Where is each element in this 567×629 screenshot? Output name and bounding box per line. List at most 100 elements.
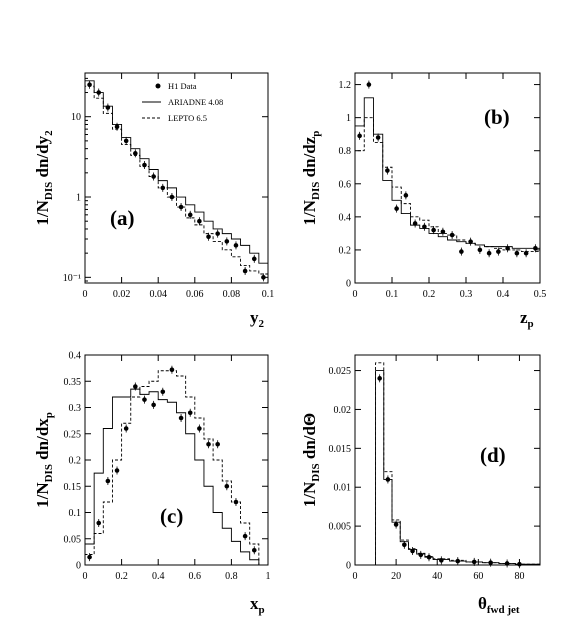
panel-c-data-point [96,520,102,526]
panel-d-ytick-label: 0 [346,561,351,572]
panel-b-data-point [385,168,390,173]
panel-d-data-point [418,552,424,558]
panel-c-data-point [133,384,138,389]
panel-b-ytick-label: 0 [346,279,351,290]
panel-c-data-point [187,410,193,416]
panel-a-data-point [242,268,248,274]
panel-d-ytick-label: 0.01 [334,483,352,494]
panel-a-xtick-label: 0.06 [186,289,204,300]
panel-a-data-point [233,243,239,248]
panel-c-data-point [178,415,184,421]
panel-d-series-ariadne [375,370,540,565]
panel-c-series-ariadne [84,388,268,566]
panel-b-data-point [412,221,418,226]
legend-label-lepto: LEPTO 6.5 [168,113,207,123]
panel-d-data-point [504,561,510,566]
panel-b-ylabel: 1/NDIS dn/dzp [300,131,322,226]
panel-a-data-point [114,124,120,130]
panel-b-data-point [459,249,464,254]
panel-c-label: (c) [160,504,183,528]
panel-a-xtick-label: 0.08 [223,289,241,300]
legend-label-ariadne: ARIADNE 4.08 [168,97,223,107]
panel-a: 0 0.02 0.04 0.06 0.08 0.1 10⁻¹ 1 10 1/NDIS dn/dy… [33,72,275,330]
panel-a-data-point [169,194,175,200]
panel-b-data-point [440,229,446,235]
panel-a-series-ariadne [84,80,268,283]
panel-d-series-lepto [375,362,540,565]
panel-d-label: (d) [480,443,506,467]
panel-a-data-point [96,90,102,95]
panel-c-ytick-label: 0.15 [64,482,82,493]
panel-c: 0 0.2 0.4 0.6 0.8 1 0 0.05 0.1 0.15 0.2 0.25 0.3 0.35… [33,351,271,617]
panel-c-ytick-label: 0.25 [64,429,82,440]
panel-c-ytick-label: 0.05 [64,534,82,545]
panel-d-data-point [385,477,391,482]
panel-b-xtick-label: 0.3 [460,289,473,300]
panel-d-xtick-label: 60 [473,571,483,582]
panel-b-xtick-label: 0.1 [386,289,399,300]
panel-a-xlabel: y2 [250,308,265,330]
panel-c-data-point [123,426,129,431]
panel-b-data-point [468,239,473,244]
panel-b-plot-area: 0 0.1 0.2 0.3 0.4 0.5 0 0.2 0.4 0.6 0.8 1 1.2 [339,73,546,300]
panel-b-label: (b) [484,105,510,129]
panel-d-data-point [439,558,444,563]
panel-b-data-point [496,249,501,254]
panel-a-plot-area: 0 0.02 0.04 0.06 0.08 0.1 10⁻¹ 1 10 [63,73,275,300]
panel-c-ytick-label: 0.35 [64,377,82,388]
panel-d: 0 20 40 60 80 0 0.005 0.01 0.015 0.02 0.025 1/NDIS… [300,354,541,616]
panel-c-data-point [114,468,120,473]
panel-c-data-point [151,402,156,408]
panel-b-data-point [449,232,455,238]
panel-b-data-point [375,135,381,140]
panel-c-data-point [105,478,111,484]
panel-a-xtick-label: 0.04 [149,289,167,300]
panel-d-data-point [377,376,382,381]
panel-a-xtick-label: 0.02 [113,289,131,300]
panel-b-series-lepto [354,117,540,283]
panel-d-ytick-label: 0.02 [334,405,352,416]
panel-a-xtick-label: 0 [83,289,88,300]
panel-c-xtick-label: 0 [83,571,88,582]
panel-a-xtick-label: 0.1 [262,289,275,300]
panel-a-data-point [142,162,147,168]
panel-a-ytick-label: 10 [71,112,81,123]
panel-d-data-point [455,558,461,564]
panel-c-data-point [87,554,92,560]
panel-c-data-point [160,389,166,395]
panel-d-xtick-label: 40 [432,571,442,582]
panel-d-ytick-label: 0.015 [329,444,352,455]
panel-a-data-point [206,234,211,240]
panel-b-xtick-label: 0.4 [497,289,510,300]
panel-c-xtick-label: 0.4 [152,571,165,582]
panel-c-data-point [169,367,175,373]
panel-b-ytick-label: 0.8 [339,146,352,157]
panel-b-xlabel: zp [520,308,534,330]
panel-a-ylabel: 1/NDIS dn/dy2 [33,130,55,226]
panel-b-ytick-label: 0.4 [339,212,352,223]
panel-d-ylabel: 1/NDIS dn/dΘ [300,413,322,507]
panel-b-ytick-label: 0.2 [339,245,352,256]
legend-marker-data [155,83,161,89]
panel-c-xtick-label: 0.2 [115,571,128,582]
panel-d-plot-area: 0 20 40 60 80 0 0.005 0.01 0.015 0.02 0.025 [329,355,540,582]
panel-d-xtick-label: 20 [391,571,401,582]
panel-b-ytick-label: 1 [346,113,351,124]
panel-c-data-point [197,426,202,431]
panel-c-ytick-label: 0.3 [69,403,82,414]
panel-a-data-point [87,82,92,88]
panel-c-ytick-label: 0.4 [69,351,82,362]
panel-b-ytick-label: 1.2 [339,80,352,91]
panel-b-data-point [394,206,399,211]
panel-a-label: (a) [110,206,135,230]
panel-d-data-point [471,559,477,565]
panel-a-data-point [105,105,111,110]
legend-label-data: H1 Data [168,81,197,91]
panel-d-xtick-label: 0 [353,571,358,582]
panel-a-data-point [160,185,166,191]
panel-b-data-point [357,133,362,139]
panel-b-xtick-label: 0 [353,289,358,300]
panel-c-data-point [215,441,220,447]
